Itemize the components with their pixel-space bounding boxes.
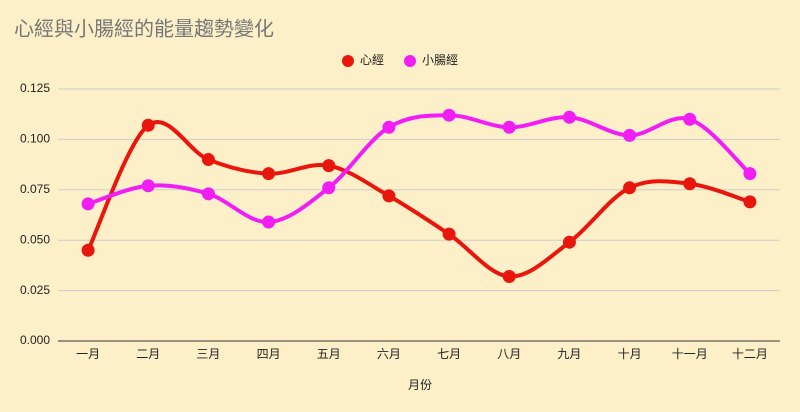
y-tick-label: 0.075 (20, 182, 50, 196)
x-tick-label: 四月 (257, 347, 281, 361)
data-point (743, 195, 757, 209)
data-point (382, 120, 396, 134)
x-axis-label: 月份 (408, 378, 432, 392)
data-point (502, 120, 516, 134)
series-line (86, 120, 751, 279)
series-line (87, 113, 752, 225)
data-point (201, 153, 215, 167)
data-point (382, 189, 396, 203)
data-point (623, 128, 637, 142)
data-point (743, 167, 757, 181)
y-tick-label: 0.050 (20, 232, 50, 246)
x-tick-label: 九月 (557, 347, 581, 361)
data-point (81, 243, 95, 257)
legend-marker (404, 55, 416, 67)
data-point (683, 177, 697, 191)
x-tick-label: 十月 (618, 347, 642, 361)
legend-label: 心經 (360, 53, 384, 67)
x-tick-label: 十一月 (672, 347, 708, 361)
y-tick-label: 0.100 (20, 132, 50, 146)
data-point (141, 118, 155, 132)
x-tick-label: 八月 (497, 347, 521, 361)
data-point (623, 181, 637, 195)
data-point (442, 108, 456, 122)
data-point (141, 179, 155, 193)
x-tick-label: 六月 (377, 347, 401, 361)
x-tick-label: 七月 (437, 347, 461, 361)
legend-label: 小腸經 (422, 53, 458, 67)
data-point (562, 110, 576, 124)
x-tick-label: 三月 (196, 347, 220, 361)
x-tick-label: 十二月 (732, 347, 768, 361)
data-point (442, 227, 456, 241)
data-point (683, 112, 697, 126)
chart-title: 心經與小腸經的能量趨勢變化 (14, 17, 274, 40)
x-tick-label: 一月 (76, 347, 100, 361)
y-tick-label: 0.125 (20, 81, 50, 95)
x-tick-label: 五月 (317, 347, 341, 361)
data-point (201, 187, 215, 201)
data-point (502, 269, 516, 283)
data-point (322, 159, 336, 173)
y-tick-label: 0.000 (20, 333, 50, 347)
x-tick-label: 二月 (136, 347, 160, 361)
data-point (262, 215, 276, 229)
data-point (262, 167, 276, 181)
data-point (322, 181, 336, 195)
data-point (81, 197, 95, 211)
legend-marker (342, 55, 354, 67)
y-tick-label: 0.025 (20, 283, 50, 297)
data-point (562, 235, 576, 249)
